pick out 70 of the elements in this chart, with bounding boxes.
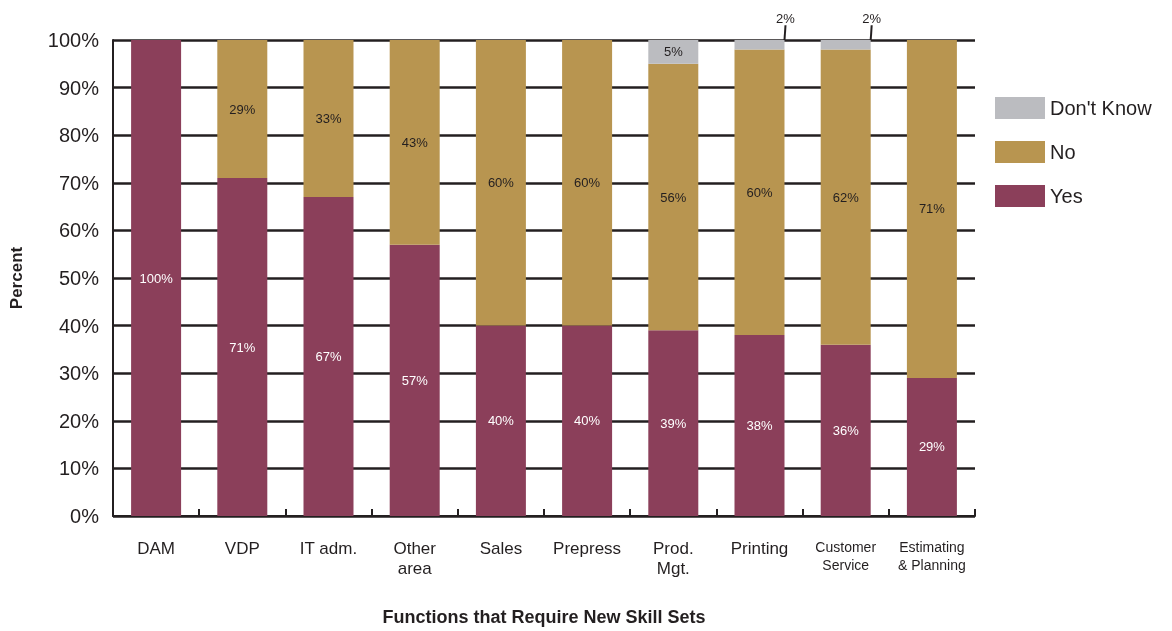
y-tick-label: 30% [58, 362, 100, 385]
bar [734, 49, 785, 336]
y-tick-label: 60% [58, 219, 100, 242]
x-tick-label: IT adm. [299, 538, 358, 558]
bar [648, 330, 699, 516]
y-axis-title: Percent [7, 246, 26, 310]
bar [906, 377, 957, 516]
bar [648, 63, 699, 331]
legend-label: Yes [1050, 185, 1083, 207]
y-tick-label: 80% [58, 124, 100, 147]
data-label: 33% [315, 111, 342, 127]
x-tick-label: Prepress [553, 538, 622, 558]
bar [562, 325, 613, 516]
y-tick-label: 90% [58, 76, 100, 99]
data-label: 29% [229, 101, 256, 117]
bar [131, 40, 182, 516]
data-label: 67% [315, 349, 342, 365]
data-label: 60% [487, 175, 515, 191]
x-tick-label: DAM [137, 538, 175, 558]
bar [734, 335, 785, 516]
bar [820, 40, 871, 50]
bar [562, 40, 613, 326]
bar [820, 344, 871, 516]
x-tick-label: Printing [730, 538, 789, 558]
data-label: 71% [229, 339, 256, 355]
data-label: 62% [832, 189, 860, 205]
bar [217, 178, 268, 516]
data-label: 40% [487, 413, 515, 429]
y-tick-label: 40% [58, 314, 100, 337]
bar [475, 40, 526, 326]
data-label: 60% [574, 175, 601, 191]
data-label: 29% [918, 439, 946, 455]
data-label: 5% [663, 44, 684, 60]
data-label: 60% [746, 184, 773, 200]
x-axis-title: Functions that Require New Skill Sets [382, 607, 706, 627]
legend-label: No [1050, 141, 1076, 163]
bar [648, 40, 699, 64]
data-label: 57% [401, 372, 429, 388]
data-label: 56% [660, 189, 687, 205]
y-tick-label: 100% [47, 29, 100, 51]
data-label: 100% [139, 270, 174, 286]
x-tick-label: Sales [479, 538, 523, 558]
y-tick-label: 0% [70, 505, 100, 527]
x-tick-label: Estimating & Planning [898, 539, 966, 573]
x-tick-label: Other area [393, 538, 437, 578]
data-label: 38% [746, 418, 773, 434]
legend-label: Don't Know [1050, 97, 1153, 119]
data-label: 2% [862, 11, 882, 27]
bar [303, 197, 354, 516]
data-label: 2% [776, 11, 796, 27]
bar [389, 40, 440, 245]
x-tick-label: VDP [224, 538, 260, 558]
y-tick-label: 70% [58, 171, 100, 194]
data-label: 40% [574, 413, 601, 429]
bar [820, 49, 871, 345]
y-tick-label: 50% [58, 267, 100, 289]
y-tick-label: 10% [58, 457, 100, 480]
data-label: 39% [660, 415, 687, 431]
y-tick-label: 20% [58, 409, 100, 432]
data-label: 43% [401, 134, 429, 150]
x-tick-label: Prod. Mgt. [652, 538, 694, 578]
bar [475, 325, 526, 516]
bar [734, 40, 785, 50]
data-label: 36% [832, 422, 860, 438]
data-label: 71% [918, 201, 946, 217]
x-tick-label: Customer Service [815, 539, 877, 573]
bar [906, 40, 957, 378]
bar [303, 40, 354, 198]
bar [389, 244, 440, 516]
bar [217, 40, 268, 179]
